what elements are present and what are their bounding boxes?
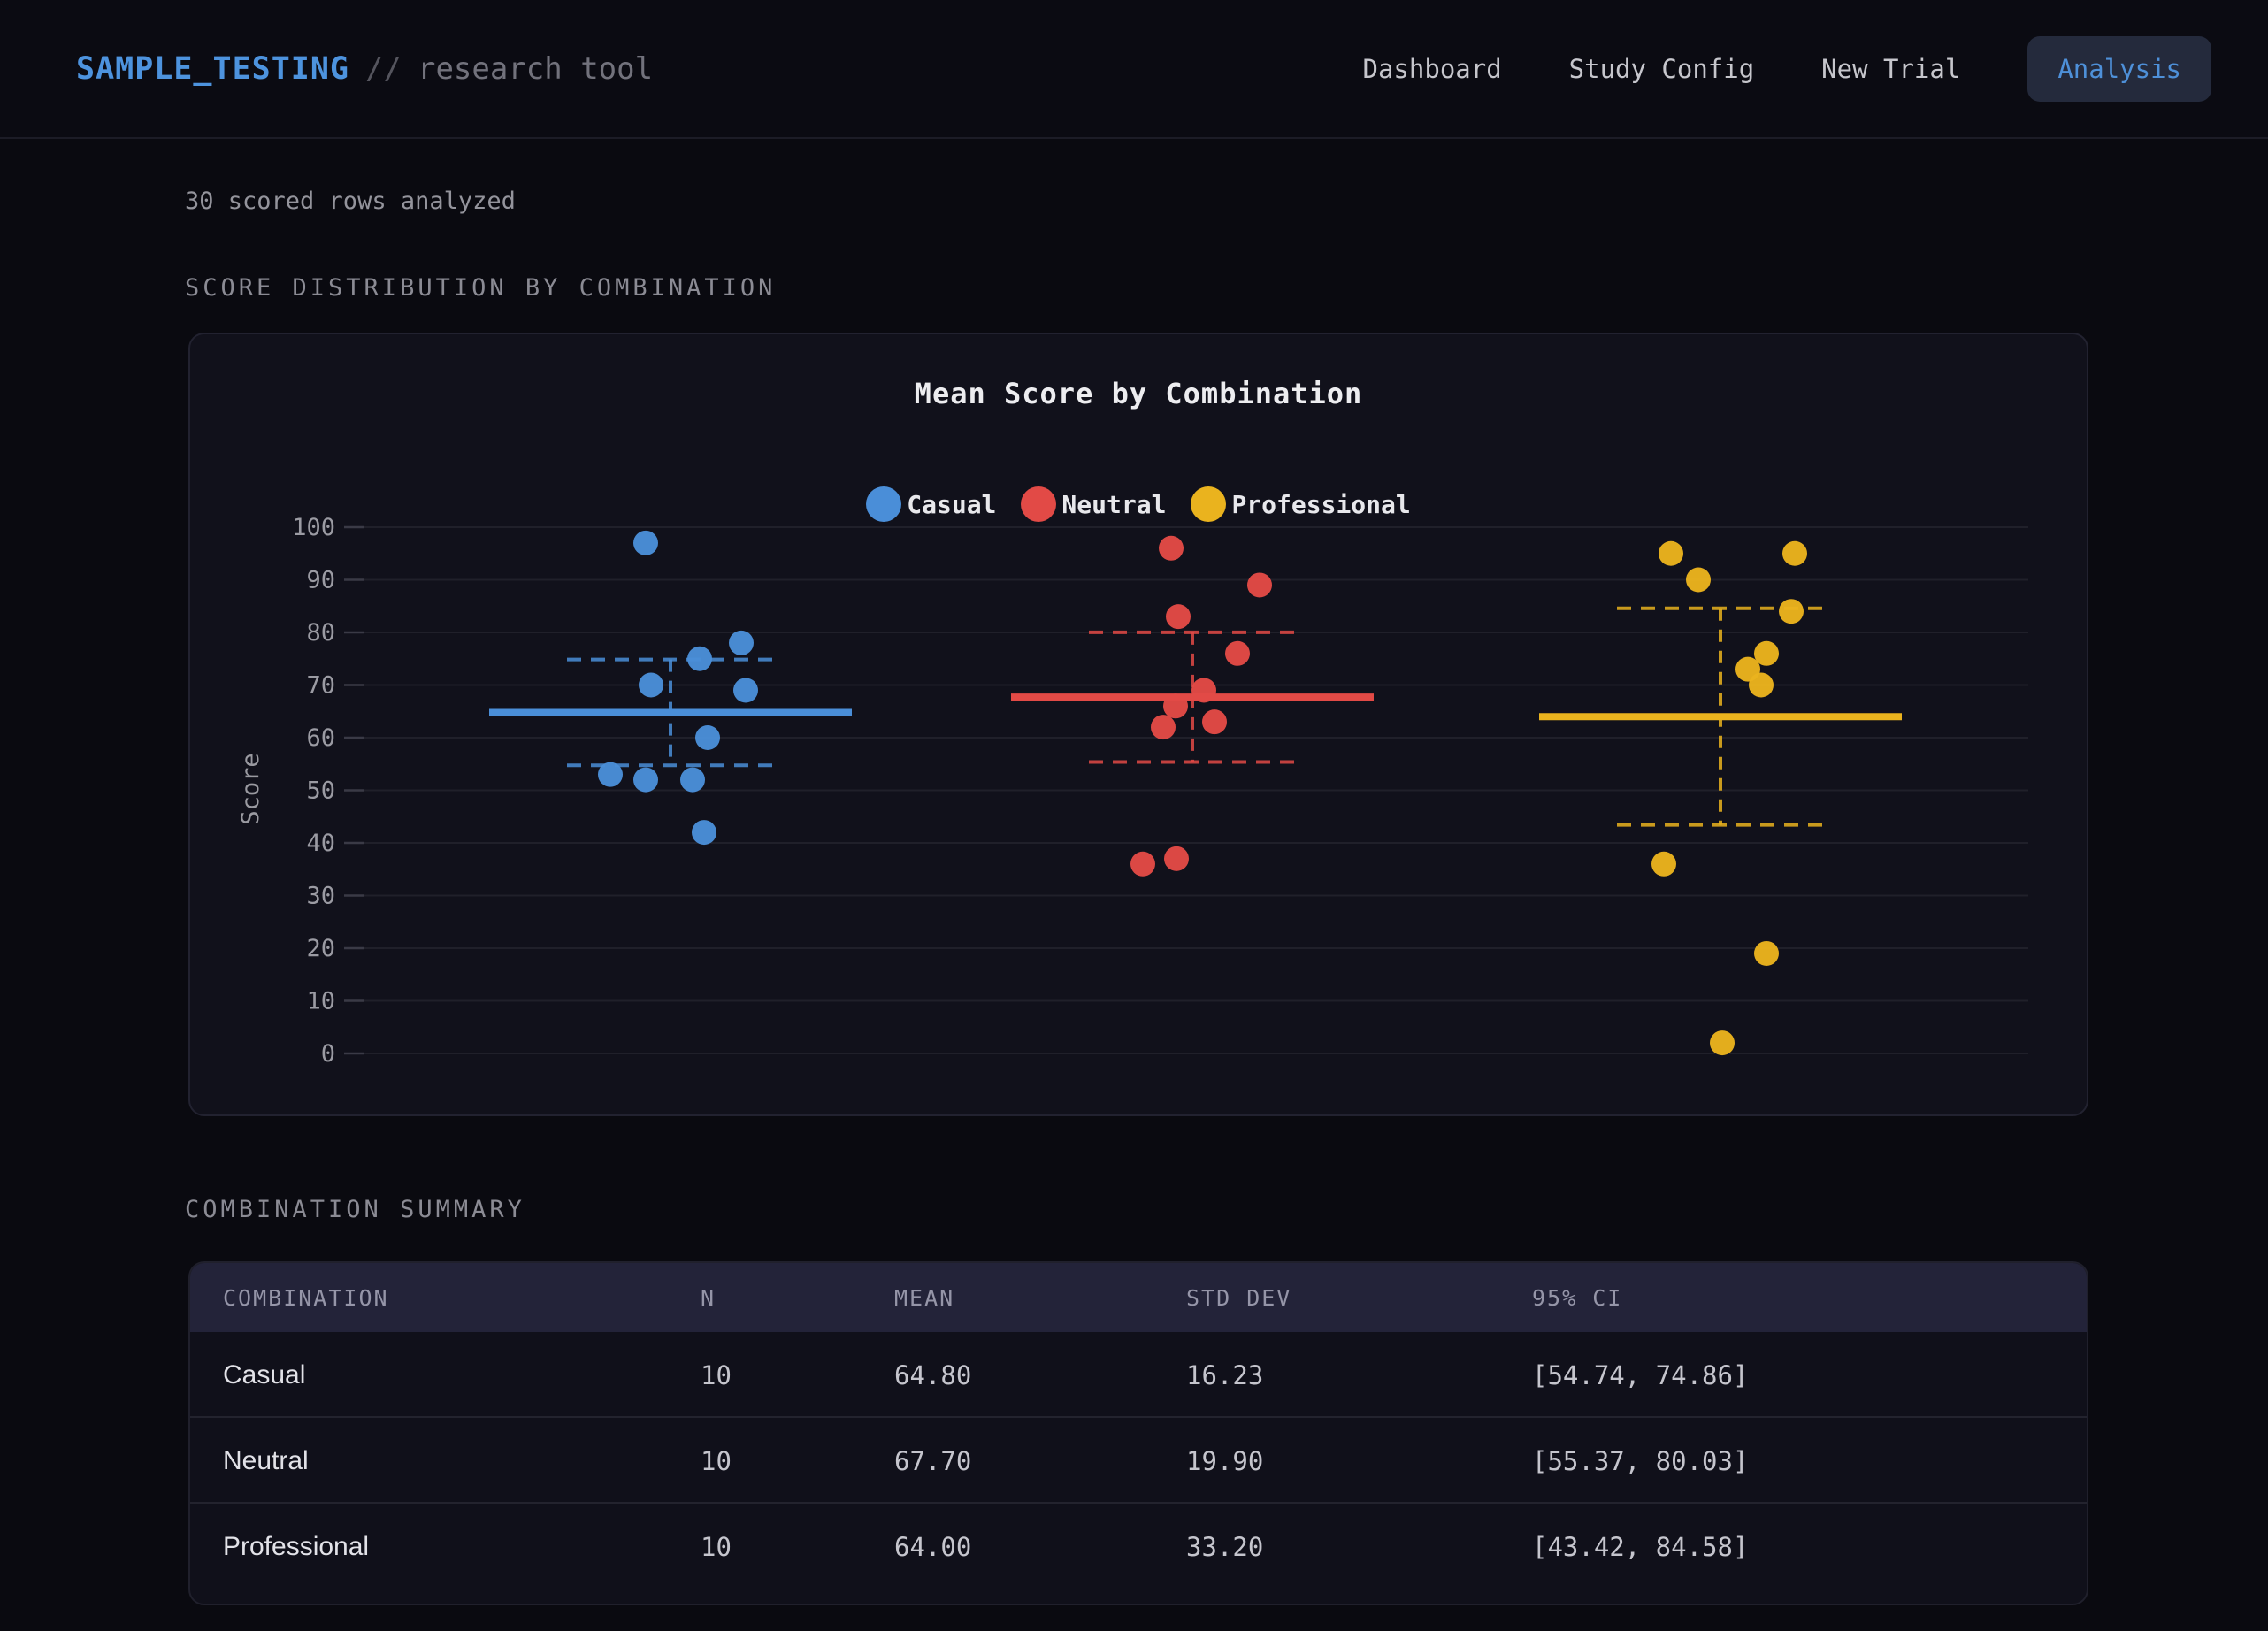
y-tick-label: 20 xyxy=(306,935,335,962)
chart-section-heading: SCORE DISTRIBUTION BY COMBINATION xyxy=(185,274,777,302)
legend-item-casual: Casual xyxy=(866,486,996,522)
chart-title: Mean Score by Combination xyxy=(914,377,1363,410)
cell-n: 10 xyxy=(701,1445,732,1476)
column-header-n: N xyxy=(701,1284,716,1311)
cell-n: 10 xyxy=(701,1359,732,1390)
legend-label: Casual xyxy=(907,489,997,519)
nav-item-study-config[interactable]: Study Config xyxy=(1568,53,1755,84)
data-point xyxy=(680,767,705,793)
cell-mean: 64.00 xyxy=(894,1531,972,1562)
cell-combination: Casual xyxy=(223,1359,306,1390)
brand-separator: // xyxy=(365,50,402,87)
cell-ci: [43.42, 84.58] xyxy=(1532,1531,1749,1562)
data-point xyxy=(1686,567,1711,593)
y-axis-label: Score xyxy=(237,753,264,824)
cell-stddev: 16.23 xyxy=(1186,1359,1264,1390)
cell-combination: Neutral xyxy=(223,1445,309,1475)
table-row-neutral: Neutral 10 67.70 19.90 [55.37, 80.03] xyxy=(190,1418,2087,1504)
series-neutral xyxy=(1011,535,1374,877)
neutral-legend-dot xyxy=(1021,486,1057,522)
legend-label: Professional xyxy=(1231,489,1411,519)
column-header-stddev: STD DEV xyxy=(1186,1284,1292,1311)
y-tick-label: 90 xyxy=(306,567,335,594)
score-distribution-card: Mean Score by Combination Casual Neutral… xyxy=(188,333,2088,1116)
table-header-row: COMBINATION N MEAN STD DEV 95% CI xyxy=(190,1263,2087,1332)
professional-legend-dot xyxy=(1191,486,1227,522)
cell-n: 10 xyxy=(701,1531,732,1562)
legend-item-professional: Professional xyxy=(1191,486,1411,522)
cell-stddev: 19.90 xyxy=(1186,1445,1264,1476)
data-point xyxy=(639,672,663,698)
y-tick-label: 70 xyxy=(306,672,335,700)
column-header-mean: MEAN xyxy=(894,1284,955,1311)
cell-mean: 64.80 xyxy=(894,1359,972,1390)
y-tick-label: 0 xyxy=(321,1040,335,1068)
casual-legend-dot xyxy=(866,486,902,522)
main-nav: Dashboard Study Config New Trial Analysi… xyxy=(1363,0,2211,137)
data-point xyxy=(1151,715,1176,740)
data-point xyxy=(1202,709,1227,735)
y-tick-label: 80 xyxy=(306,619,335,647)
data-point xyxy=(1749,672,1774,698)
cell-stddev: 33.20 xyxy=(1186,1531,1264,1562)
combination-summary-table: COMBINATION N MEAN STD DEV 95% CI Casual… xyxy=(188,1261,2088,1605)
series-professional xyxy=(1539,540,1902,1056)
data-point xyxy=(1159,535,1184,561)
y-tick-label: 10 xyxy=(306,988,335,1015)
cell-ci: [55.37, 80.03] xyxy=(1532,1445,1749,1476)
data-point xyxy=(1130,851,1155,877)
top-nav-bar: SAMPLE_TESTING // research tool Dashboar… xyxy=(0,0,2268,139)
rows-analyzed-status: 30 scored rows analyzed xyxy=(185,188,516,215)
cell-combination: Professional xyxy=(223,1531,370,1561)
legend-label: Neutral xyxy=(1061,489,1167,519)
app-logo: SAMPLE_TESTING xyxy=(76,50,350,87)
data-point xyxy=(1754,640,1779,666)
data-point xyxy=(1651,851,1676,877)
chart-legend: Casual Neutral Professional xyxy=(190,483,2087,525)
data-point xyxy=(1782,540,1807,566)
data-point xyxy=(1164,846,1189,871)
y-tick-label: 60 xyxy=(306,724,335,752)
data-point xyxy=(1754,940,1779,966)
data-point xyxy=(695,725,720,750)
app-subtitle: research tool xyxy=(417,50,654,87)
y-tick-label: 30 xyxy=(306,883,335,910)
cell-ci: [54.74, 74.86] xyxy=(1532,1359,1749,1390)
data-point xyxy=(633,767,658,793)
data-point xyxy=(1166,604,1191,630)
data-point xyxy=(729,630,754,655)
data-point xyxy=(1191,678,1216,703)
legend-item-neutral: Neutral xyxy=(1021,486,1166,522)
data-point xyxy=(692,820,716,846)
series-casual xyxy=(489,530,852,846)
data-point xyxy=(733,678,758,703)
column-header-ci: 95% CI xyxy=(1532,1284,1623,1311)
nav-item-analysis[interactable]: Analysis xyxy=(2027,35,2211,102)
y-tick-label: 40 xyxy=(306,830,335,857)
data-point xyxy=(1247,572,1272,598)
data-point xyxy=(598,762,623,787)
cell-mean: 67.70 xyxy=(894,1445,972,1476)
nav-item-dashboard[interactable]: Dashboard xyxy=(1362,53,1502,84)
column-header-combination: COMBINATION xyxy=(223,1284,389,1311)
data-point xyxy=(1779,599,1804,624)
data-point xyxy=(1225,640,1250,666)
brand: SAMPLE_TESTING // research tool xyxy=(76,0,653,137)
table-row-casual: Casual 10 64.80 16.23 [54.74, 74.86] xyxy=(190,1332,2087,1418)
y-tick-label: 50 xyxy=(306,777,335,805)
data-point xyxy=(1710,1030,1735,1056)
nav-item-new-trial[interactable]: New Trial xyxy=(1821,53,1961,84)
y-tick-label: 100 xyxy=(292,514,335,541)
table-row-professional: Professional 10 64.00 33.20 [43.42, 84.5… xyxy=(190,1504,2087,1589)
mean-score-strip-plot: 0 10 20 30 40 50 60 70 80 90 100 Score xyxy=(237,514,2028,1068)
table-section-heading: COMBINATION SUMMARY xyxy=(185,1196,525,1223)
data-point xyxy=(633,530,658,555)
data-point xyxy=(1163,693,1188,719)
data-point xyxy=(1659,540,1683,566)
data-point xyxy=(687,646,712,671)
